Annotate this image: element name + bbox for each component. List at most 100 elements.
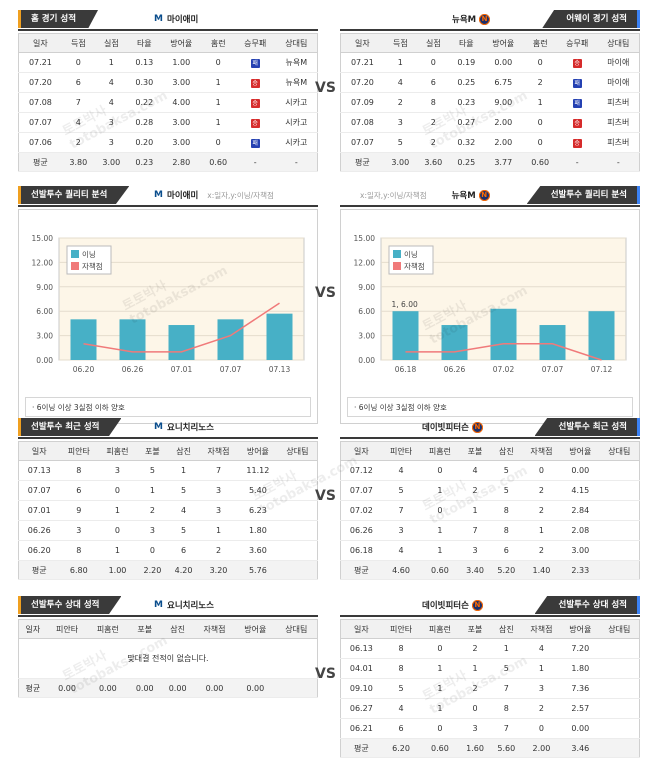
average-cell: 0.60 xyxy=(523,152,557,172)
average-cell: - xyxy=(234,152,276,172)
table-cell: 07.12 xyxy=(340,460,382,481)
table-cell: 5 xyxy=(490,658,522,679)
average-cell: 3.77 xyxy=(482,152,524,172)
recent-left-panel: 선발투수 최근 성적 M 요니치리노스 일자 피안타 피홈런 포볼 삼진 자책점 방어율 상대팀… xyxy=(18,418,318,580)
table-cell: 07.21 xyxy=(18,52,62,73)
x-tick-label: 07.01 xyxy=(171,365,193,374)
y-tick-label: 0.00 xyxy=(358,356,375,365)
x-tick-label: 07.02 xyxy=(493,365,515,374)
table-cell: 2 xyxy=(522,500,561,521)
y-tick-label: 15.00 xyxy=(354,234,376,243)
column-header: 홈런 xyxy=(523,33,557,53)
table-row: 07.07 5 2 0.32 2.00 0 승 피츠버 xyxy=(340,132,640,153)
x-tick-label: 07.07 xyxy=(542,365,564,374)
column-header: 득점 xyxy=(61,33,95,53)
column-header: 자책점 xyxy=(522,619,561,639)
table-cell: 0.32 xyxy=(449,132,483,153)
average-cell: 1.00 xyxy=(98,560,137,580)
column-header: 포볼 xyxy=(459,619,491,639)
loss-badge: 패 xyxy=(250,58,260,68)
table-cell: 06.18 xyxy=(340,540,382,561)
table-cell: 6 xyxy=(61,72,95,93)
table-cell: 2 xyxy=(459,480,491,501)
loss-badge: 패 xyxy=(572,78,582,88)
earned-runs-line xyxy=(405,342,602,361)
table-row: 07.07 6 0 1 5 3 5.40 xyxy=(18,480,318,501)
table-cell: 2.57 xyxy=(560,698,600,719)
table-cell: 승 xyxy=(234,112,276,133)
recent-right-table: 일자 피안타 피홈런 포볼 삼진 자책점 방어율 상대팀 07.12 4 0 4 5 0 0.00 07.07… xyxy=(340,441,640,580)
quality-right-badge: 선발투수 퀄리티 분석 xyxy=(526,186,640,204)
win-badge: 승 xyxy=(250,78,260,88)
quality-left-panel: 선발투수 퀄리티 분석 M 마이애미 x:일자,y:이닝/자책점 0.00 3.00 6… xyxy=(18,186,318,424)
recent-left-table: 일자 피안타 피홈런 포볼 삼진 자책점 방어율 상대팀 07.13 8 3 5 1 7 11.12 07.0… xyxy=(18,441,318,580)
table-cell: 0 xyxy=(136,540,168,561)
table-cell: 3.60 xyxy=(237,540,278,561)
recent-left-badge: 선발투수 최근 성적 xyxy=(18,418,122,436)
table-cell: 뉴욕M xyxy=(275,72,318,93)
average-row: 평균 6.20 0.60 1.60 5.60 2.00 3.46 xyxy=(340,738,640,758)
table-cell: 0 xyxy=(523,112,557,133)
table-cell: 9 xyxy=(59,500,99,521)
table-cell: 3 xyxy=(94,112,128,133)
average-cell: 4.60 xyxy=(381,560,421,580)
vs-right-team: 데이빗피터슨 N xyxy=(422,599,483,611)
table-cell: 3.00 xyxy=(160,112,202,133)
innings-bar xyxy=(539,325,566,360)
table-cell: 0 xyxy=(522,460,561,481)
table-cell: 3 xyxy=(98,460,137,481)
table-cell: 2 xyxy=(459,638,491,659)
table-cell: 0 xyxy=(201,132,235,153)
table-row: 06.26 3 0 3 5 1 1.80 xyxy=(18,520,318,541)
home-team-label: M 마이애미 xyxy=(153,13,199,25)
table-cell xyxy=(277,520,318,541)
table-cell: 패 xyxy=(556,72,598,93)
table-cell: 0.22 xyxy=(127,92,161,113)
table-cell: 1 xyxy=(98,540,137,561)
table-cell: 4 xyxy=(522,638,561,659)
column-header: 일자 xyxy=(340,33,384,53)
earned-runs-line xyxy=(83,302,280,353)
column-header: 타율 xyxy=(449,33,483,53)
table-cell: 1 xyxy=(459,500,491,521)
table-cell: 0.25 xyxy=(449,72,483,93)
table-cell: 0.27 xyxy=(449,112,483,133)
column-header: 상대팀 xyxy=(597,33,640,53)
table-cell: 3 xyxy=(94,132,128,153)
table-row: 06.27 4 1 0 8 2 2.57 xyxy=(340,698,640,719)
table-cell xyxy=(599,540,640,561)
empty-message: 맞대결 전적이 없습니다. xyxy=(18,638,318,679)
table-cell: 패 xyxy=(234,132,276,153)
column-header: 상대팀 xyxy=(277,441,318,461)
average-cell: 3.40 xyxy=(459,560,491,580)
table-cell: 승 xyxy=(556,112,598,133)
table-cell: 06.27 xyxy=(340,698,382,719)
home-record-panel: 홈 경기 성적 M 마이애미 일자 득점 실점 타율 방어율 홈런 승무패 상대팀 07.21 0 1… xyxy=(18,10,318,172)
average-cell: 6.20 xyxy=(381,738,421,758)
table-cell: 4 xyxy=(94,72,128,93)
table-cell: 2.00 xyxy=(482,132,524,153)
table-cell: 04.01 xyxy=(340,658,382,679)
marlins-logo-icon: M xyxy=(153,599,164,611)
column-header: 삼진 xyxy=(167,441,200,461)
average-cell: 3.00 xyxy=(383,152,417,172)
recent-right-team: 데이빗피터슨 N xyxy=(422,421,483,433)
table-cell xyxy=(599,480,640,501)
table-cell: 1.80 xyxy=(237,520,278,541)
table-cell: 2.00 xyxy=(482,112,524,133)
table-cell: 6.23 xyxy=(237,500,278,521)
recent-right-badge: 선발투수 최근 성적 xyxy=(534,418,640,436)
average-cell: 평균 xyxy=(18,678,47,698)
column-header: 자책점 xyxy=(194,619,235,639)
table-cell: 0.30 xyxy=(127,72,161,93)
column-header: 자책점 xyxy=(522,441,561,461)
average-cell: 2.33 xyxy=(560,560,600,580)
column-header: 승무패 xyxy=(234,33,276,53)
column-header: 피안타 xyxy=(46,619,88,639)
average-cell: 0.00 xyxy=(161,678,195,698)
table-row: 07.06 2 3 0.20 3.00 0 패 시카고 xyxy=(18,132,318,153)
column-header: 실점 xyxy=(416,33,450,53)
table-cell: 1 xyxy=(420,698,460,719)
table-cell: 2 xyxy=(416,132,450,153)
table-cell: 3.00 xyxy=(160,72,202,93)
